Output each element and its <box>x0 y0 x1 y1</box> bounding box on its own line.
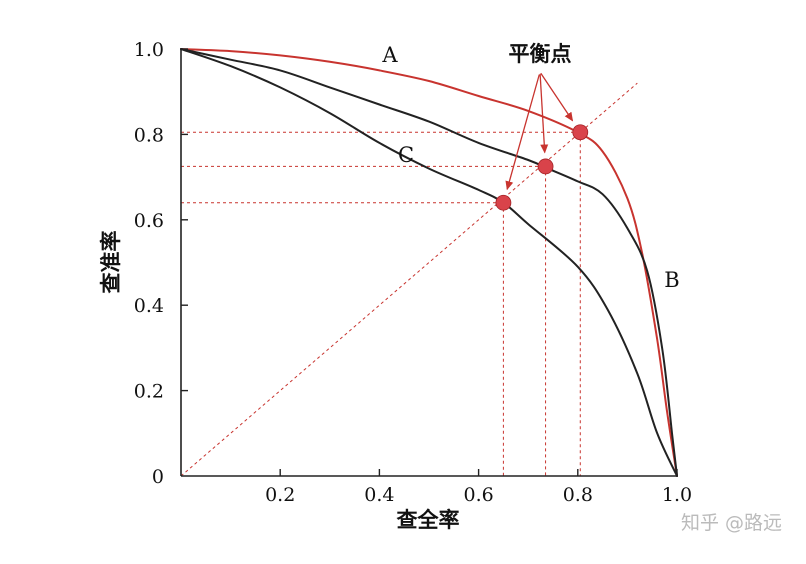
y-tick-label: 0.2 <box>134 381 164 403</box>
y-tick-label: 0.4 <box>134 295 164 317</box>
y-tick-label: 0.6 <box>134 210 164 232</box>
y-tick-label: 0 <box>152 466 164 488</box>
series-label-a: A <box>381 43 398 67</box>
y-axis-label: 查准率 <box>99 231 123 294</box>
annotation-arrow <box>539 73 549 154</box>
equilibrium-markers <box>495 124 589 211</box>
equilibrium-point-a <box>572 124 589 141</box>
equilibrium-point-c <box>495 194 512 211</box>
x-tick-label: 0.6 <box>463 484 493 506</box>
x-tick-label: 1.0 <box>662 484 692 506</box>
y-tick-label: 1.0 <box>134 39 164 61</box>
axes <box>180 49 677 477</box>
y-ticks: 0 0.2 0.4 0.6 0.8 1.0 <box>134 39 188 488</box>
diagonal-line <box>180 82 638 477</box>
x-axis-label: 查全率 <box>397 508 460 532</box>
x-tick-label: 0.2 <box>265 484 295 506</box>
series-label-c: C <box>398 143 414 167</box>
equilibrium-point-b <box>537 158 554 175</box>
guide-lines <box>181 131 581 476</box>
x-ticks: 0.2 0.4 0.6 0.8 1.0 <box>265 469 692 506</box>
annotation-arrows <box>505 72 574 191</box>
annotation-arrow <box>540 72 574 122</box>
y-tick-label: 0.8 <box>134 124 164 146</box>
annotation-arrow <box>505 74 540 191</box>
watermark-text: 知乎 @路远 <box>681 512 782 534</box>
x-tick-label: 0.8 <box>563 484 593 506</box>
curve-c <box>180 48 678 477</box>
equilibrium-annotation: 平衡点 <box>509 42 572 66</box>
curve-a <box>180 48 678 477</box>
x-tick-label: 0.4 <box>364 484 394 506</box>
series-label-b: B <box>664 268 679 292</box>
